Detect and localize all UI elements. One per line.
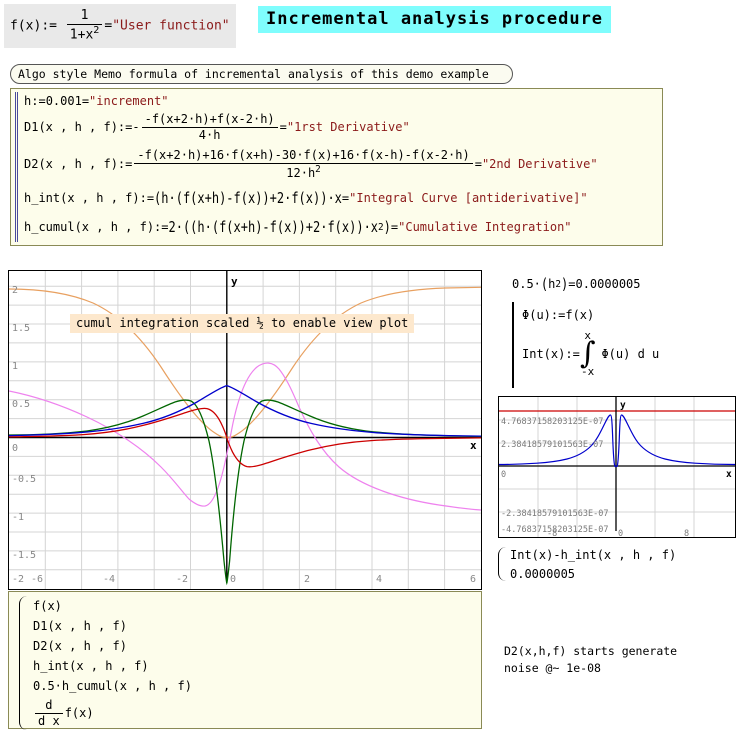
result-block: Int(x)-h_int(x , h , f) 0.0000005 — [498, 545, 740, 583]
svg-text:2: 2 — [12, 285, 18, 296]
series-fx — [9, 384, 481, 437]
legend-brace-wrap: f(x) D1(x , h , f) D2(x , h , f) h_int(x… — [19, 596, 481, 730]
svg-text:2.38418579101563E-07: 2.38418579101563E-07 — [501, 440, 603, 450]
formula-block[interactable]: h:= 0.001 = "increment" D1(x , h , f):= - -f… — [10, 88, 663, 246]
legend-box[interactable]: f(x) D1(x , h , f) D2(x , h , f) h_int(x… — [8, 591, 482, 730]
y-tick-labels: 2 1.5 1 0.5 0 -0.5 -1 -1.5 -2 — [12, 285, 36, 585]
derivative-fraction: d d x — [35, 698, 63, 729]
y-axis-label: y — [231, 275, 238, 288]
noise-note: D2(x,h,f) starts generate noise @~ 1e-08 — [504, 643, 677, 677]
derivative-operand: f(x) — [64, 706, 94, 720]
integral-definition-block: Φ(u):= f(x) Int(x):= x ∫ -x Φ(u) d u — [512, 302, 737, 388]
legend-item-fx: f(x) — [33, 599, 62, 613]
noise-note-line2: noise @~ 1e-08 — [504, 661, 601, 675]
svg-text:-0.5: -0.5 — [12, 474, 36, 485]
h-squared-expression: 0.5·(h 2) = 0.0000005 — [512, 275, 641, 293]
formula-h-cumul: h_cumul(x , h , f):= 2·((h·(f(x+h)-f(x))+… — [15, 212, 662, 242]
series-residual — [499, 414, 735, 468]
user-function-numerator: 1 — [66, 8, 103, 26]
legend-item-h-cumul: 0.5·h_cumul(x , h , f) — [33, 679, 192, 693]
legend-item-h-int: h_int(x , h , f) — [33, 659, 149, 673]
legend-item-derivative: d d x f(x) — [33, 696, 481, 730]
user-function-assign: := — [41, 18, 57, 34]
svg-text:-8: -8 — [547, 529, 557, 537]
formula-d2: D2(x , h , f):= -f(x+2·h)+16·f(x+h)-30·f… — [15, 144, 662, 184]
grid-lines-2 — [499, 397, 735, 537]
user-function-fraction: 1 1+x2 — [66, 8, 103, 44]
result-brace — [498, 547, 508, 581]
d1-fraction: -f(x+2·h)+f(x-2·h) 4·h — [141, 112, 278, 143]
legend-item-d1: D1(x , h , f) — [33, 619, 127, 633]
residual-x-tick-labels: -8 0 8 — [547, 529, 689, 537]
residual-plot[interactable]: 4.76837158203125E-07 2.38418579101563E-0… — [498, 396, 736, 538]
integrand: Φ(u) d u — [601, 347, 660, 361]
memo-text: Algo style Memo formula of incremental a… — [18, 67, 489, 81]
legend-brace — [19, 596, 30, 730]
residual-plot-svg: 4.76837158203125E-07 2.38418579101563E-0… — [499, 397, 735, 537]
x-axis-label: x — [470, 439, 477, 452]
svg-text:-1.5: -1.5 — [12, 550, 36, 561]
phi-definition: Φ(u):= f(x) — [522, 308, 595, 322]
svg-text:0: 0 — [618, 529, 623, 537]
svg-text:0: 0 — [230, 574, 236, 585]
int-definition: Int(x):= x ∫ -x Φ(u) d u — [522, 329, 660, 378]
svg-text:-2.38418579101563E-07: -2.38418579101563E-07 — [501, 509, 608, 519]
svg-text:8: 8 — [684, 529, 689, 537]
svg-text:0: 0 — [501, 470, 506, 480]
plot-annotation: cumul integration scaled ½ to enable vie… — [70, 314, 415, 333]
user-function-box[interactable]: f(x):= 1 1+x2 ="User function" — [4, 4, 236, 48]
svg-text:-2: -2 — [176, 574, 188, 585]
memo-pill[interactable]: Algo style Memo formula of incremental a… — [10, 64, 513, 84]
legend-item-d2: D2(x , h , f) — [33, 639, 127, 653]
svg-text:6: 6 — [470, 574, 476, 585]
h-squared-value: 0.0000005 — [575, 277, 641, 291]
formula-h-int: h_int(x , h , f):= (h·(f(x+h)-f(x))+2·f(x… — [15, 184, 662, 212]
svg-text:-1: -1 — [12, 512, 24, 523]
formula-d1: D1(x , h , f):= - -f(x+2·h)+f(x-2·h) 4·h … — [15, 110, 662, 144]
residual-y-tick-labels: 4.76837158203125E-07 2.38418579101563E-0… — [501, 417, 608, 535]
user-function-denominator: 1+x2 — [69, 25, 100, 43]
svg-text:0: 0 — [12, 443, 18, 454]
series-d1 — [9, 407, 481, 468]
series-d2 — [9, 399, 481, 586]
svg-text:0.5: 0.5 — [12, 399, 30, 410]
svg-text:-2: -2 — [12, 574, 24, 585]
d2-fraction: -f(x+2·h)+16·f(x+h)-30·f(x)+16·f(x-h)-f(… — [134, 148, 473, 181]
svg-text:4: 4 — [376, 574, 382, 585]
x-tick-labels: -6 -4 -2 0 2 4 6 — [31, 574, 476, 585]
svg-text:-4.76837158203125E-07: -4.76837158203125E-07 — [501, 525, 608, 535]
user-function-equals: = — [104, 18, 113, 34]
user-function-label: "User function" — [112, 18, 230, 34]
page-title: Incremental analysis procedure — [258, 6, 612, 33]
user-function-lhs: f(x) — [10, 18, 42, 34]
svg-text:1.5: 1.5 — [12, 323, 30, 334]
integral-sign: ∫ — [579, 336, 596, 371]
svg-text:-4: -4 — [103, 574, 115, 585]
residual-x-axis-label: x — [726, 469, 732, 480]
svg-text:4.76837158203125E-07: 4.76837158203125E-07 — [501, 417, 603, 427]
formula-increment: h:= 0.001 = "increment" — [15, 92, 662, 110]
series-h-int — [9, 362, 481, 511]
user-function-expression: f(x):= 1 1+x2 ="User function" — [10, 8, 230, 44]
residual-y-axis-label: y — [620, 400, 626, 411]
result-expression: Int(x)-h_int(x , h , f) — [510, 547, 677, 562]
svg-text:1: 1 — [12, 361, 18, 372]
result-value: 0.0000005 — [510, 566, 576, 581]
svg-text:-6: -6 — [31, 574, 43, 585]
svg-text:2: 2 — [304, 574, 310, 585]
noise-note-line1: D2(x,h,f) starts generate — [504, 644, 678, 658]
integral-limits: x ∫ -x — [579, 329, 596, 378]
